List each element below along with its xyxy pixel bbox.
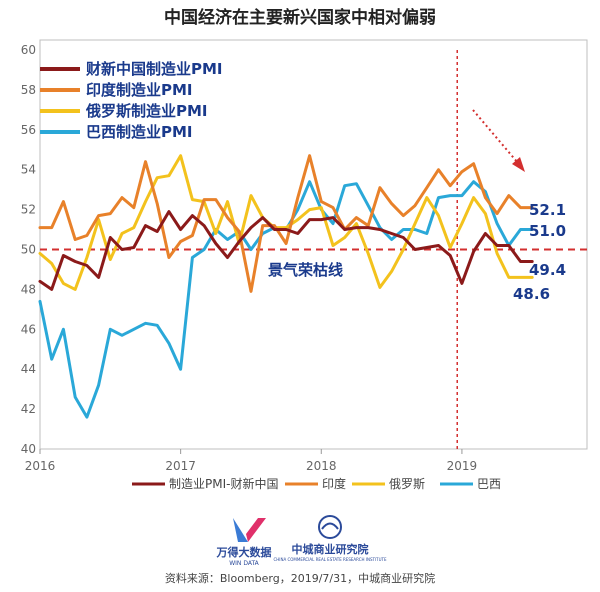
end-labels: 52.1 51.0 49.4 48.6 [513,201,566,303]
logo-zhongcheng: 中城商业研究院 CHINA COMMERCIAL REAL ESTATE RES… [274,515,387,562]
threshold-group: 景气荣枯线 [40,248,587,279]
legend-inside: 财新中国制造业PMI 印度制造业PMI 俄罗斯制造业PMI 巴西制造业PMI [40,60,223,141]
x-tick-label: 2017 [165,459,196,473]
x-axis: 2016 2017 2018 2019 [25,449,477,473]
chart-title: 中国经济在主要新兴国家中相对偏弱 [164,7,436,28]
legend-bottom-label: 印度 [322,476,346,491]
legend-bottom-label: 巴西 [477,477,501,491]
zhongcheng-logo-sub: CHINA COMMERCIAL REAL ESTATE RESEARCH IN… [274,557,387,562]
x-tick-label: 2016 [25,459,56,473]
legend-bottom: 制造业PMI-财新中国 印度 俄罗斯 巴西 [132,476,501,491]
y-tick-label: 46 [21,322,36,336]
windata-logo-sub: WIN DATA [229,560,259,567]
source-note: 资料来源：Bloomberg，2019/7/31，中城商业研究院 [165,571,435,585]
zhongcheng-logo-arc [321,522,339,530]
threshold-label: 景气荣枯线 [268,261,343,279]
legend-inside-label: 巴西制造业PMI [86,123,193,141]
series-group [38,154,534,419]
end-label-russia: 48.6 [513,285,550,303]
y-tick-label: 52 [21,203,36,217]
logo-windata: 万得大数据 WIN DATA [216,518,272,567]
windata-logo-text: 万得大数据 [216,545,272,559]
legend-inside-label: 财新中国制造业PMI [86,60,223,78]
zhongcheng-logo-mark [318,515,342,539]
y-tick-label: 60 [21,43,36,57]
series-line-3 [38,180,534,419]
series-line-0 [38,210,534,291]
plot-frame [39,39,588,450]
y-tick-label: 58 [21,83,36,97]
legend-bottom-label: 制造业PMI-财新中国 [169,476,278,491]
trend-arrow-shaft [472,109,519,164]
end-label-brazil: 51.0 [529,222,566,240]
y-tick-label: 56 [21,123,36,137]
windata-logo-mark-right [246,518,266,542]
x-tick-label: 2019 [447,459,478,473]
y-axis: 40 42 44 46 48 50 52 54 56 58 60 [21,43,36,456]
trend-arrow [472,109,525,172]
y-tick-label: 42 [21,402,36,416]
windata-logo-mark-left [233,518,248,542]
series-line-1 [38,154,534,293]
y-tick-label: 50 [21,243,36,257]
legend-inside-label: 印度制造业PMI [86,81,193,99]
y-tick-label: 44 [21,362,36,376]
y-tick-label: 40 [21,442,36,456]
trend-arrow-head [512,157,525,172]
series-line-2 [38,154,534,291]
x-tick-label: 2018 [306,459,337,473]
end-label-india: 52.1 [529,201,566,219]
y-tick-label: 54 [21,163,36,177]
end-label-china: 49.4 [529,261,566,279]
zhongcheng-logo-text: 中城商业研究院 [292,542,369,556]
legend-inside-label: 俄罗斯制造业PMI [85,102,208,120]
legend-bottom-label: 俄罗斯 [389,477,425,491]
y-tick-label: 48 [21,282,36,296]
